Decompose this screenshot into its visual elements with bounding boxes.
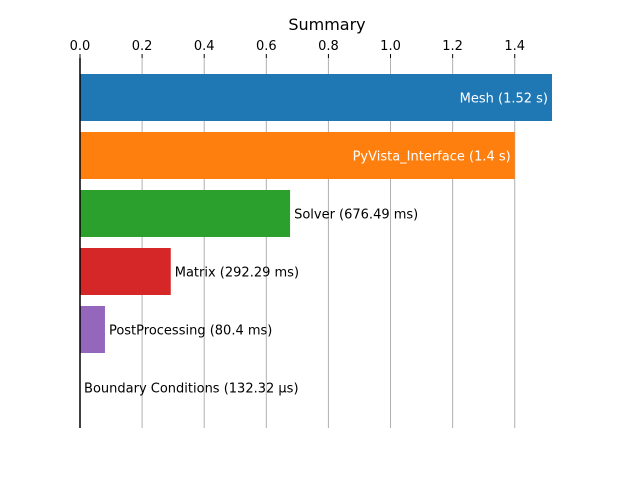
x-tick-label: 0.8	[318, 39, 339, 54]
bar-label: Matrix (292.29 ms)	[175, 266, 299, 281]
bar-label: PyVista_Interface (1.4 s)	[353, 150, 511, 165]
chart-title: Summary	[288, 15, 365, 34]
bar-label: Boundary Conditions (132.32 µs)	[84, 382, 298, 397]
x-tick-label: 0.4	[194, 39, 215, 54]
bar-label: Mesh (1.52 s)	[460, 92, 548, 107]
bar-matrix	[80, 248, 171, 295]
x-tick-label: 0.6	[256, 39, 277, 54]
bar-pyvista-interface	[80, 132, 515, 179]
bar-label: Solver (676.49 ms)	[294, 208, 418, 223]
bar-mesh	[80, 74, 552, 121]
x-tick-label: 1.4	[504, 39, 525, 54]
x-tick-label: 1.2	[442, 39, 463, 54]
bar-postprocessing	[80, 306, 105, 353]
bars-group: Mesh (1.52 s) PyVista_Interface (1.4 s) So…	[80, 74, 552, 411]
x-tick-label: 0.2	[132, 39, 153, 54]
x-axis-ticks: 0.0 0.2 0.4 0.6 0.8 1.0 1.2 1.4	[70, 39, 525, 58]
bar-solver	[80, 190, 291, 237]
bar-label: PostProcessing (80.4 ms)	[109, 324, 272, 339]
x-tick-label: 1.0	[380, 39, 401, 54]
x-tick-label: 0.0	[70, 39, 91, 54]
